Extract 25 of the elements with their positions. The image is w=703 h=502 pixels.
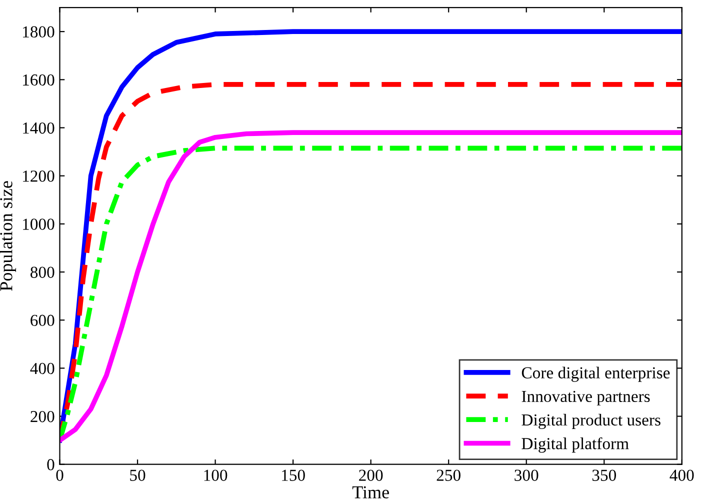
x-tick-label: 150: [282, 470, 305, 481]
legend-label: Digital platform: [522, 437, 629, 453]
legend-label: Innovative partners: [522, 390, 650, 406]
x-tick-label: 250: [436, 470, 460, 481]
y-tick-label: 1200: [23, 170, 54, 182]
y-tick-label: 200: [30, 410, 54, 422]
y-tick-label: 1000: [23, 218, 54, 230]
x-tick-label: 350: [592, 470, 616, 481]
y-tick-label: 1800: [23, 26, 54, 38]
x-axis-title: Time: [352, 486, 389, 498]
legend-label: Digital product users: [522, 414, 660, 430]
y-tick-label: 1400: [23, 122, 54, 134]
y-tick-label: 800: [30, 266, 54, 278]
y-tick-label: 0: [47, 459, 54, 470]
legend-label: Core digital enterprise: [522, 366, 670, 382]
y-axis-title: Population size: [0, 181, 16, 291]
x-tick-label: 100: [204, 470, 228, 481]
x-tick-label: 50: [130, 470, 146, 481]
x-tick-label: 0: [56, 470, 64, 481]
y-tick-label: 1600: [23, 74, 54, 86]
x-tick-label: 300: [514, 470, 538, 481]
x-tick-label: 400: [670, 470, 694, 481]
y-tick-label: 600: [30, 314, 54, 326]
y-tick-label: 400: [30, 362, 54, 374]
x-tick-label: 200: [359, 470, 383, 481]
